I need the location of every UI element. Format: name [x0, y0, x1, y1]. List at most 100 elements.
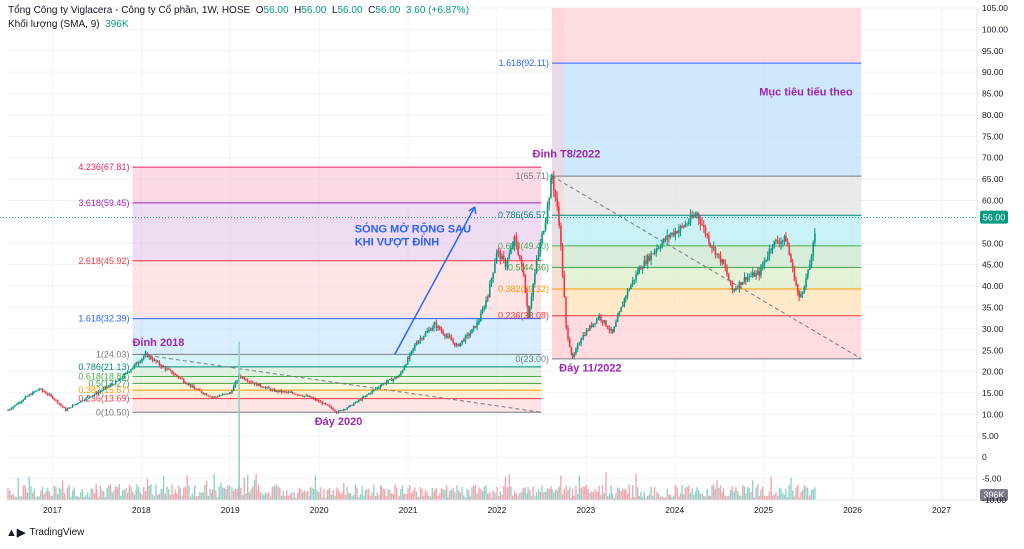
- candle-body: [635, 273, 637, 280]
- candle-body: [97, 392, 100, 394]
- volume-bar: [761, 486, 764, 500]
- x-tick-label: 2022: [487, 505, 506, 515]
- volume-bar: [679, 493, 682, 500]
- candle-body: [24, 396, 27, 398]
- current-price-label: 56.00: [983, 213, 1006, 223]
- volume-bar: [530, 496, 533, 500]
- volume-bar: [594, 489, 596, 500]
- volume-bar: [620, 490, 622, 500]
- fib-extension-zone: [132, 202, 542, 261]
- candle-body: [435, 322, 438, 329]
- volume-bar: [573, 495, 575, 500]
- volume-bar: [118, 484, 120, 500]
- candle-body: [291, 392, 294, 394]
- volume-bar: [73, 487, 76, 500]
- candle-body: [582, 334, 584, 340]
- candle-body: [118, 378, 120, 381]
- volume-bar: [746, 486, 749, 500]
- candle-body: [150, 356, 152, 360]
- current-price-marker: [980, 210, 1008, 224]
- volume-bar: [253, 479, 256, 500]
- volume-bar: [106, 487, 108, 500]
- volume-bar: [171, 484, 173, 500]
- volume-bar: [558, 487, 560, 500]
- tradingview-logo[interactable]: ▲▶ TradingView: [6, 526, 84, 539]
- candle-body: [656, 248, 658, 251]
- volume-bar: [496, 487, 498, 500]
- volume-bar: [450, 489, 453, 500]
- fib-zone: [132, 383, 542, 391]
- volume-bar: [204, 484, 206, 500]
- candle-body: [215, 396, 217, 398]
- volume-bar: [429, 496, 432, 500]
- candle-body: [631, 280, 634, 285]
- candle-body: [261, 386, 263, 388]
- volume-bar: [535, 492, 538, 500]
- candle-body: [556, 198, 558, 207]
- fib-zone: [132, 366, 542, 377]
- candle-body: [30, 394, 32, 396]
- candle-body: [131, 367, 134, 370]
- fib-level-label: 0.5(44.36): [508, 262, 549, 272]
- candle-body: [618, 311, 621, 317]
- volume-bar: [510, 486, 512, 500]
- candle-body: [382, 383, 384, 385]
- volume-bar: [205, 480, 208, 500]
- volume-bar: [474, 484, 477, 500]
- candle-body: [428, 329, 430, 332]
- volume-bar: [128, 485, 131, 500]
- candle-body: [679, 225, 682, 230]
- candle-body: [367, 393, 370, 395]
- volume-bar: [96, 489, 98, 500]
- volume-bar: [25, 489, 27, 500]
- high-label: H: [294, 5, 302, 16]
- candle-body: [481, 309, 484, 314]
- candle-body: [558, 220, 560, 226]
- volume-bar: [125, 487, 127, 500]
- candle-body: [738, 282, 741, 289]
- candle-body: [424, 332, 427, 337]
- volume-bar: [195, 496, 198, 500]
- volume-bar: [160, 488, 162, 500]
- candle-body: [672, 232, 675, 236]
- volume-bar: [264, 492, 267, 500]
- low-value: 56.00: [337, 5, 363, 16]
- volume-bar: [143, 486, 145, 500]
- candle-body: [701, 224, 703, 226]
- candle-body: [773, 240, 776, 247]
- candle-body: [565, 297, 567, 324]
- symbol-title[interactable]: Tổng Công ty Viglacera - Công ty Cổ phần…: [8, 5, 251, 16]
- candle-body: [12, 406, 14, 409]
- volume-bar: [116, 487, 119, 500]
- candle-body: [548, 198, 551, 205]
- volume-bar: [708, 495, 710, 500]
- candle-body: [492, 272, 494, 279]
- volume-bar: [782, 492, 784, 500]
- volume-bar: [641, 496, 644, 500]
- volume-indicator-label[interactable]: Khối lượng (SMA, 9): [8, 19, 100, 30]
- candle-body: [111, 384, 114, 386]
- volume-bar: [263, 495, 265, 500]
- candle-body: [73, 404, 76, 406]
- candle-body: [120, 378, 122, 380]
- candle-body: [394, 377, 396, 379]
- candle-body: [795, 280, 797, 286]
- candle-body: [189, 384, 192, 387]
- volume-bar: [718, 488, 720, 500]
- volume-bar: [211, 489, 214, 500]
- volume-bar: [162, 475, 165, 500]
- candle-body: [657, 247, 660, 249]
- candle-body: [697, 213, 700, 220]
- volume-bar: [50, 495, 52, 500]
- chart-annotation: Đỉnh 2018: [132, 337, 184, 349]
- volume-bar: [703, 496, 705, 500]
- volume-bar: [137, 487, 140, 500]
- candle-body: [535, 260, 538, 273]
- candle-body: [702, 225, 705, 228]
- candle-body: [64, 408, 67, 411]
- candle-body: [173, 373, 175, 375]
- chart-annotation: Mục tiêu tiếu theo: [759, 87, 853, 99]
- volume-bar: [499, 491, 502, 500]
- candle-body: [798, 292, 801, 298]
